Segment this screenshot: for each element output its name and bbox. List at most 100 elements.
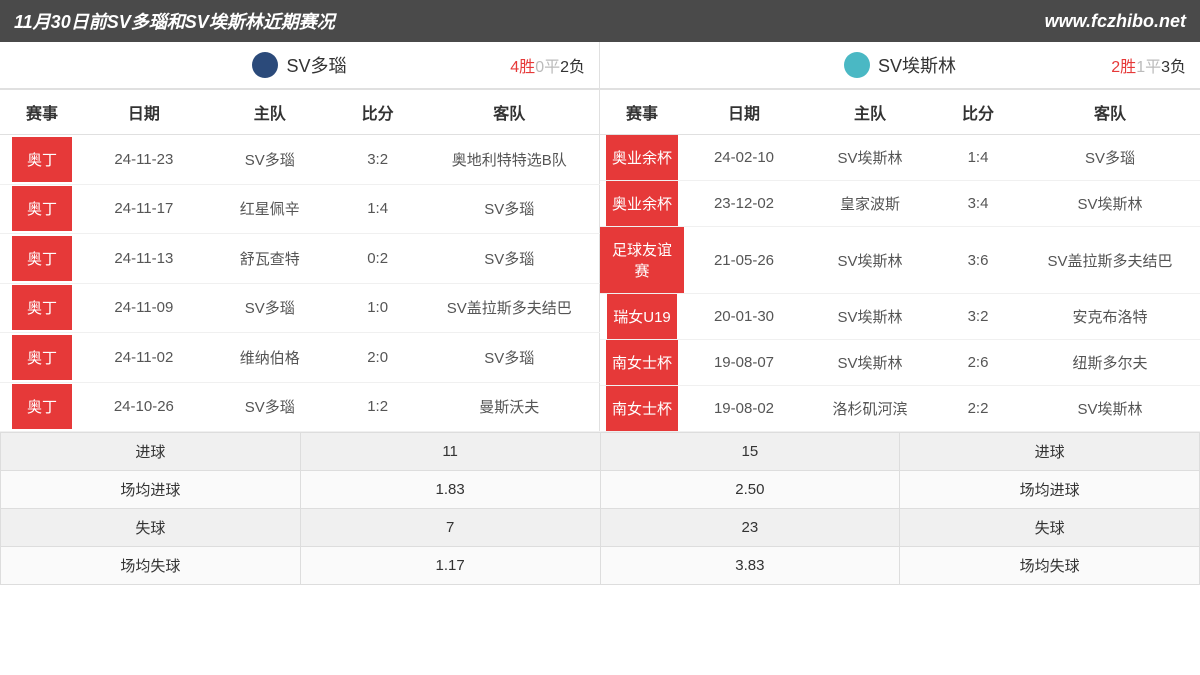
cell-competition: 奥丁 xyxy=(0,234,84,284)
summary-row-avg-goals: 场均进球 1.83 2.50 场均进球 xyxy=(1,471,1200,509)
summary-label: 场均失球 xyxy=(900,547,1200,585)
match-table-right: 赛事 日期 主队 比分 客队 奥业余杯24-02-10SV埃斯林1:4SV多瑙奥… xyxy=(600,90,1200,432)
team-logo-right xyxy=(844,52,870,78)
summary-value-left: 1.17 xyxy=(300,547,600,585)
cell-score: 1:4 xyxy=(936,135,1020,181)
col-away: 客队 xyxy=(420,90,600,135)
cell-score: 1:0 xyxy=(336,283,420,333)
summary-row-conceded: 失球 7 23 失球 xyxy=(1,509,1200,547)
summary-value-right: 15 xyxy=(600,433,900,471)
record-loss: 2负 xyxy=(560,59,585,76)
col-home: 主队 xyxy=(804,90,936,135)
cell-competition: 奥丁 xyxy=(0,283,84,333)
cell-competition: 南女士杯 xyxy=(600,340,684,386)
cell-date: 24-11-02 xyxy=(84,333,204,383)
cell-date: 23-12-02 xyxy=(684,181,804,227)
competition-badge: 奥丁 xyxy=(12,384,72,429)
cell-date: 19-08-02 xyxy=(684,386,804,432)
cell-score: 3:4 xyxy=(936,181,1020,227)
summary-table: 进球 11 15 进球 场均进球 1.83 2.50 场均进球 失球 7 23 … xyxy=(0,432,1200,585)
record-draw: 0平 xyxy=(535,59,560,76)
match-tbody-right: 奥业余杯24-02-10SV埃斯林1:4SV多瑙奥业余杯23-12-02皇家波斯… xyxy=(600,135,1200,432)
team-record-right: 2胜1平3负 xyxy=(1111,53,1186,77)
summary-value-left: 11 xyxy=(300,433,600,471)
summary-value-right: 3.83 xyxy=(600,547,900,585)
cell-home: SV多瑙 xyxy=(204,382,336,432)
header-site: www.fczhibo.net xyxy=(1045,11,1186,32)
table-row: 奥业余杯23-12-02皇家波斯3:4SV埃斯林 xyxy=(600,181,1200,227)
summary-value-right: 2.50 xyxy=(600,471,900,509)
col-competition: 赛事 xyxy=(0,90,84,135)
match-tables-row: 赛事 日期 主队 比分 客队 奥丁24-11-23SV多瑙3:2奥地利特特选B队… xyxy=(0,90,1200,432)
table-row: 奥业余杯24-02-10SV埃斯林1:4SV多瑙 xyxy=(600,135,1200,181)
competition-badge: 足球友谊赛 xyxy=(600,227,684,293)
table-row: 奥丁24-11-02维纳伯格2:0SV多瑙 xyxy=(0,333,600,383)
cell-competition: 瑞女U19 xyxy=(600,294,684,340)
cell-score: 1:2 xyxy=(336,382,420,432)
col-score: 比分 xyxy=(936,90,1020,135)
match-table-left: 赛事 日期 主队 比分 客队 奥丁24-11-23SV多瑙3:2奥地利特特选B队… xyxy=(0,90,600,432)
cell-away: SV盖拉斯多夫结巴 xyxy=(420,283,600,333)
cell-home: 舒瓦查特 xyxy=(204,234,336,284)
competition-badge: 南女士杯 xyxy=(606,340,678,385)
competition-badge: 奥丁 xyxy=(12,335,72,380)
table-header-row: 赛事 日期 主队 比分 客队 xyxy=(0,90,600,135)
summary-row-goals: 进球 11 15 进球 xyxy=(1,433,1200,471)
record-draw: 1平 xyxy=(1136,59,1161,76)
table-row: 瑞女U1920-01-30SV埃斯林3:2安克布洛特 xyxy=(600,294,1200,340)
competition-badge: 奥业余杯 xyxy=(606,181,678,226)
cell-home: SV埃斯林 xyxy=(804,135,936,181)
summary-label: 场均失球 xyxy=(1,547,301,585)
cell-away: SV埃斯林 xyxy=(1020,386,1200,432)
summary-label: 失球 xyxy=(900,509,1200,547)
cell-away: SV多瑙 xyxy=(1020,135,1200,181)
summary-value-left: 1.83 xyxy=(300,471,600,509)
team-header-right: SV埃斯林 2胜1平3负 xyxy=(600,42,1200,88)
table-row: 南女士杯19-08-02洛杉矶河滨2:2SV埃斯林 xyxy=(600,386,1200,432)
team-name-left: SV多瑙 xyxy=(286,52,346,78)
cell-competition: 奥丁 xyxy=(0,135,84,185)
cell-away: 曼斯沃夫 xyxy=(420,382,600,432)
competition-badge: 奥业余杯 xyxy=(606,135,678,180)
col-home: 主队 xyxy=(204,90,336,135)
col-away: 客队 xyxy=(1020,90,1200,135)
header-title: 11月30日前SV多瑙和SV埃斯林近期赛况 xyxy=(14,8,335,34)
table-row: 奥丁24-11-23SV多瑙3:2奥地利特特选B队 xyxy=(0,135,600,185)
cell-score: 1:4 xyxy=(336,184,420,234)
competition-badge: 奥丁 xyxy=(12,236,72,281)
col-score: 比分 xyxy=(336,90,420,135)
col-competition: 赛事 xyxy=(600,90,684,135)
cell-away: SV多瑙 xyxy=(420,234,600,284)
summary-row-avg-conceded: 场均失球 1.17 3.83 场均失球 xyxy=(1,547,1200,585)
cell-date: 21-05-26 xyxy=(684,227,804,294)
cell-home: SV埃斯林 xyxy=(804,294,936,340)
cell-score: 2:0 xyxy=(336,333,420,383)
cell-competition: 南女士杯 xyxy=(600,386,684,432)
competition-badge: 奥丁 xyxy=(12,186,72,231)
cell-score: 2:2 xyxy=(936,386,1020,432)
cell-date: 24-11-17 xyxy=(84,184,204,234)
cell-score: 3:2 xyxy=(336,135,420,185)
cell-away: 奥地利特特选B队 xyxy=(420,135,600,185)
cell-competition: 足球友谊赛 xyxy=(600,227,684,294)
team-record-left: 4胜0平2负 xyxy=(510,53,585,77)
cell-home: 红星佩辛 xyxy=(204,184,336,234)
record-win: 2胜 xyxy=(1111,59,1136,76)
cell-home: SV埃斯林 xyxy=(804,340,936,386)
cell-home: 皇家波斯 xyxy=(804,181,936,227)
cell-home: 洛杉矶河滨 xyxy=(804,386,936,432)
cell-competition: 奥丁 xyxy=(0,184,84,234)
cell-score: 3:2 xyxy=(936,294,1020,340)
summary-label: 进球 xyxy=(900,433,1200,471)
table-row: 奥丁24-11-13舒瓦查特0:2SV多瑙 xyxy=(0,234,600,284)
teams-header-row: SV多瑙 4胜0平2负 SV埃斯林 2胜1平3负 xyxy=(0,42,1200,90)
team-header-left: SV多瑙 4胜0平2负 xyxy=(0,42,600,88)
summary-label: 场均进球 xyxy=(900,471,1200,509)
cell-competition: 奥丁 xyxy=(0,333,84,383)
table-row: 足球友谊赛21-05-26SV埃斯林3:6SV盖拉斯多夫结巴 xyxy=(600,227,1200,294)
cell-competition: 奥业余杯 xyxy=(600,181,684,227)
cell-date: 24-11-23 xyxy=(84,135,204,185)
table-header-row: 赛事 日期 主队 比分 客队 xyxy=(600,90,1200,135)
cell-away: SV盖拉斯多夫结巴 xyxy=(1020,227,1200,294)
cell-away: SV多瑙 xyxy=(420,184,600,234)
